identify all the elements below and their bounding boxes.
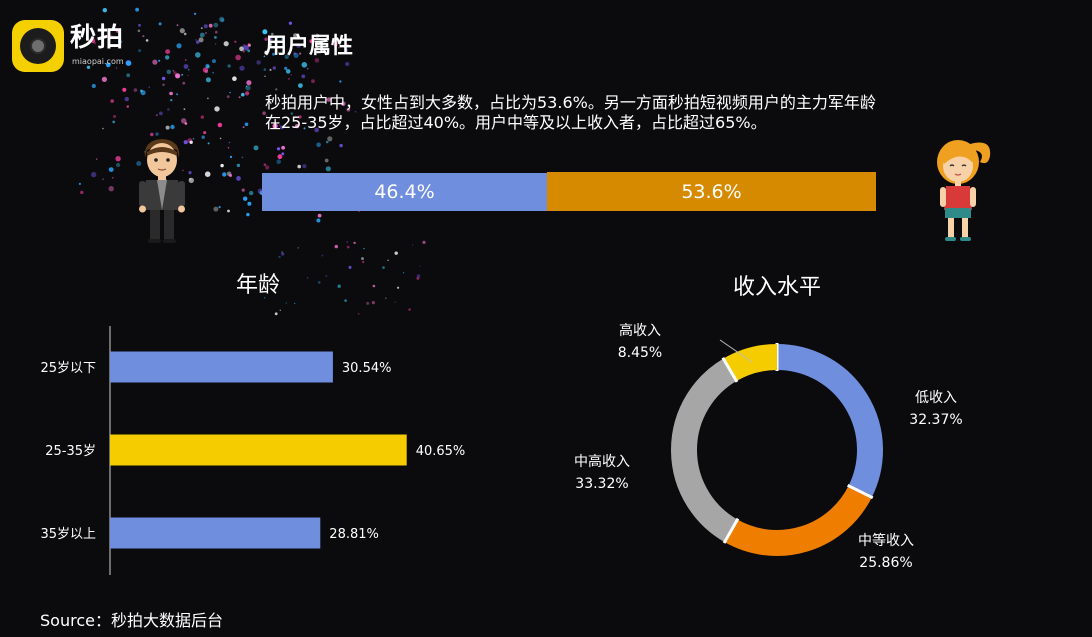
income-slice: [776, 344, 883, 498]
female-share-bar: 53.6%: [547, 172, 876, 211]
man-icon: [139, 139, 185, 243]
income-value-label: 32.37%: [909, 412, 962, 428]
woman-icon: [937, 140, 991, 241]
brand-name: 秒拍: [70, 23, 125, 53]
age-data-label: 40.65%: [416, 444, 466, 459]
age-data-label: 28.81%: [329, 527, 379, 542]
source-note: Source：秒拍大数据后台: [40, 611, 223, 630]
age-tick-label: 25岁以下: [40, 361, 96, 376]
age-data-label: 30.54%: [342, 361, 392, 376]
gender-ratio-bar: 46.4% 53.6%: [262, 172, 876, 211]
income-value-label: 33.32%: [575, 476, 628, 492]
male-share-bar: 46.4%: [262, 173, 547, 211]
summary-text: 秒拍用户中，女性占到大多数，占比为53.6%。另一方面秒拍短视频用户的主力军年龄…: [265, 93, 876, 132]
income-slice-separator: [847, 483, 874, 500]
income-slice: [671, 358, 738, 543]
income-category-label: 中高收入: [574, 453, 630, 470]
male-share-label: 46.4%: [374, 181, 435, 203]
income-category-label: 高收入: [619, 322, 661, 339]
age-bar: [110, 351, 333, 383]
brand-logo: 秒拍 miaopai.com: [12, 20, 137, 74]
page-title: 用户属性: [265, 34, 354, 59]
high-income-leader-line: [719, 339, 753, 363]
income-slice-separator: [721, 356, 739, 383]
age-tick-label: 35岁以上: [40, 527, 96, 542]
income-chart-title: 收入水平: [733, 275, 822, 300]
age-tick-label: 25-35岁: [45, 444, 96, 459]
income-category-label: 中等收入: [858, 532, 914, 549]
age-bar-chart: 25岁以下 30.54% 25-35岁 40.65% 35岁以上 28.81%: [40, 326, 466, 575]
income-slice-separator: [722, 517, 740, 544]
camera-icon: [12, 20, 64, 72]
income-slice: [724, 485, 872, 556]
income-value-label: 25.86%: [859, 555, 912, 571]
brand-url: miaopai.com: [72, 57, 124, 66]
female-share-label: 53.6%: [681, 180, 742, 203]
income-value-label: 8.45%: [618, 345, 662, 361]
age-chart-title: 年龄: [236, 273, 281, 298]
age-bar: [110, 434, 407, 466]
age-bar: [110, 517, 321, 549]
income-slice: [723, 344, 778, 382]
income-category-label: 低收入: [915, 390, 957, 406]
